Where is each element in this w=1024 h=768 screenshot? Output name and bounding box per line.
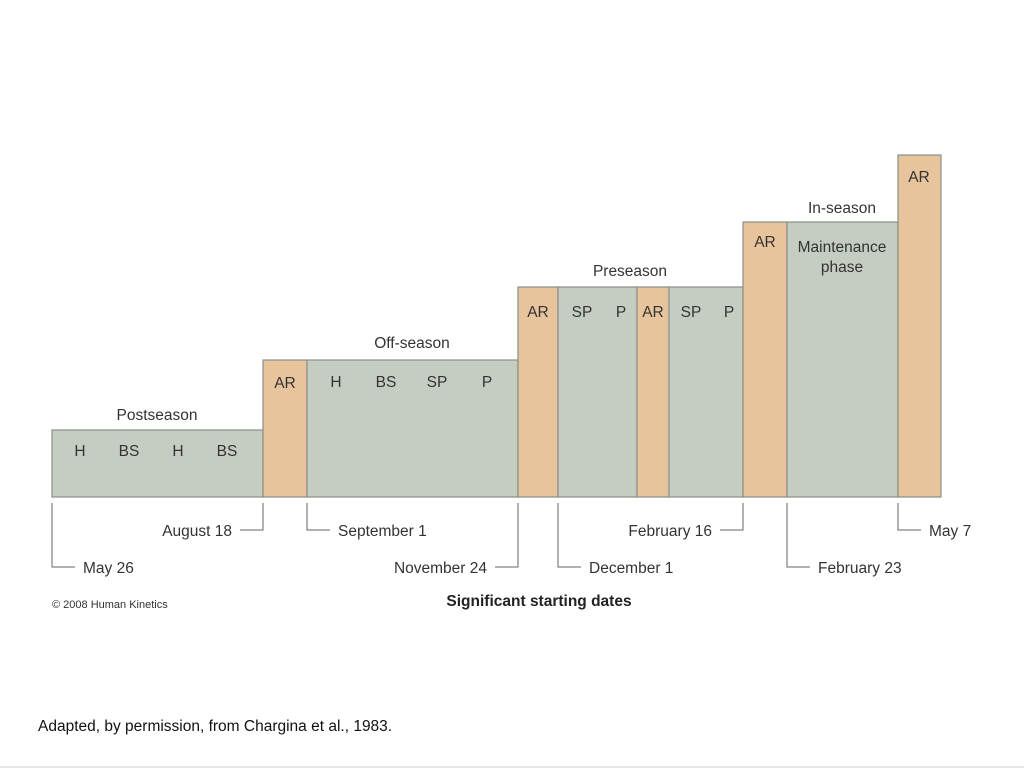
maintenance-line2: phase — [821, 259, 863, 276]
offseason-h: H — [330, 374, 341, 391]
preseason-p-2: P — [724, 304, 734, 321]
postseason-bs1: BS — [119, 443, 140, 460]
date-feb23: February 23 — [818, 560, 902, 577]
date-may26: May 26 — [83, 560, 134, 577]
ar-block-4 — [742, 221, 788, 498]
postseason-bs2: BS — [217, 443, 238, 460]
date-dec1: December 1 — [589, 560, 673, 577]
preseason-label: Preseason — [593, 263, 667, 280]
ar-block-1 — [262, 359, 308, 498]
inseason-block — [786, 221, 899, 498]
preseason-block-1 — [557, 286, 638, 498]
maintenance-line1: Maintenance — [798, 239, 887, 256]
ar-label-2: AR — [527, 304, 549, 321]
offseason-sp: SP — [427, 374, 448, 391]
postseason-block — [51, 429, 264, 498]
ar-block-5 — [897, 154, 942, 498]
postseason-h2: H — [172, 443, 183, 460]
leader-may7 — [897, 503, 921, 531]
preseason-sp-2: SP — [681, 304, 702, 321]
preseason-sp-1: SP — [572, 304, 593, 321]
offseason-block — [306, 359, 519, 498]
source-caption: Adapted, by permission, from Chargina et… — [38, 718, 393, 735]
leader-sep1 — [306, 503, 330, 531]
ar-label-5: AR — [908, 169, 930, 186]
axis-title: Significant starting dates — [446, 593, 631, 610]
bottom-divider — [0, 766, 1024, 768]
date-nov24: November 24 — [394, 560, 487, 577]
postseason-h1: H — [74, 443, 85, 460]
leader-may26 — [51, 503, 75, 568]
ar-block-2 — [517, 286, 559, 498]
copyright: © 2008 Human Kinetics — [52, 599, 168, 611]
leader-aug18 — [240, 503, 264, 531]
leader-nov24 — [495, 503, 519, 568]
ar-label-1: AR — [274, 375, 296, 392]
date-may7: May 7 — [929, 523, 971, 540]
offseason-label: Off-season — [374, 335, 450, 352]
inseason-label: In-season — [808, 200, 876, 217]
ar-label-4: AR — [754, 234, 776, 251]
ar-block-3 — [636, 286, 670, 498]
offseason-bs: BS — [376, 374, 397, 391]
date-aug18: August 18 — [162, 523, 232, 540]
leader-feb23 — [786, 503, 810, 568]
preseason-p-1: P — [616, 304, 626, 321]
leader-feb16 — [720, 503, 744, 531]
offseason-p: P — [482, 374, 492, 391]
leader-dec1 — [557, 503, 581, 568]
postseason-label: Postseason — [117, 407, 198, 424]
preseason-block-2 — [668, 286, 744, 498]
date-feb16: February 16 — [628, 523, 712, 540]
ar-label-3: AR — [642, 304, 664, 321]
date-sep1: September 1 — [338, 523, 427, 540]
